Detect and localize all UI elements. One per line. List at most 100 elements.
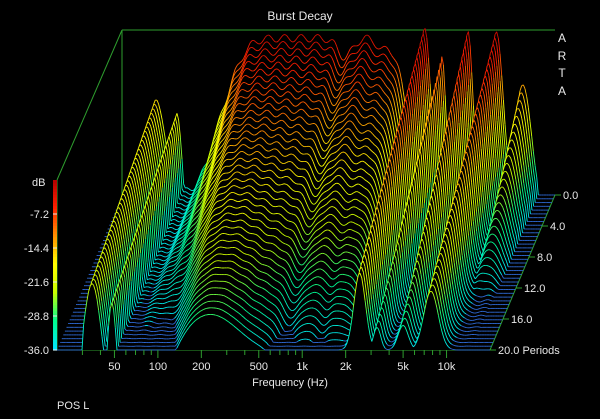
slice-segment [275,83,278,87]
slice-segment [284,113,287,116]
slice-segment [311,37,314,41]
slice-segment [375,70,378,73]
slice-segment [355,81,358,84]
slice-segment [423,34,426,44]
slice-segment [270,82,273,85]
slice-segment [325,88,328,93]
slice-segment [298,48,301,51]
slice-segment [307,86,310,89]
slice-segment [478,101,482,108]
slice-segment [269,111,272,114]
slice-segment [202,188,205,192]
slice-segment [163,128,166,140]
slice-segment [134,157,137,160]
slice-segment [173,155,177,178]
slice-segment [279,102,282,104]
slice-segment [526,134,529,148]
slice-segment [517,230,520,241]
slice-segment [384,45,388,48]
slice-segment [356,50,359,54]
slice-segment [340,83,343,87]
slice-segment [371,70,374,73]
slice-segment [428,122,432,148]
slice-segment [184,216,187,220]
slice-segment [366,63,370,68]
slice-segment [360,114,363,118]
slice-segment [365,130,368,132]
slice-segment [488,147,492,168]
slice-segment [520,159,523,172]
slice-segment [244,109,247,112]
slice-segment [155,112,158,120]
slice-segment [324,150,327,152]
slice-segment [180,193,183,197]
slice-segment [248,89,252,92]
slice-segment [258,68,261,71]
slice-segment [366,84,370,87]
slice-segment [382,161,385,169]
slice-segment [182,209,185,211]
slice-segment [436,76,440,85]
slice-segment [452,148,455,173]
slice-segment [292,146,295,148]
slice-segment [527,107,531,122]
slice-segment [498,115,501,139]
slice-segment [208,151,212,157]
slice-segment [307,123,310,125]
slice-segment [179,216,181,219]
slice-segment [490,114,493,137]
slice-segment [416,58,420,68]
slice-segment [383,110,387,113]
slice-segment [212,149,215,154]
slice-segment [236,74,240,77]
slice-segment [515,163,518,173]
slice-segment [461,60,465,73]
slice-segment [207,158,210,163]
slice-segment [264,109,267,112]
slice-segment [219,136,222,141]
slice-segment [217,143,220,148]
slice-segment [328,46,331,49]
slice-segment [201,172,205,175]
slice-segment [223,109,227,116]
slice-segment [257,120,260,123]
slice-segment [321,63,324,66]
slice-segment [355,74,358,78]
slice-segment [207,161,210,165]
slice-segment [325,48,328,51]
slice-segment [373,116,377,120]
slice-segment [424,43,428,64]
slice-segment [333,39,336,43]
slice-segment [369,37,373,42]
slice-segment [304,129,307,132]
slice-segment [254,120,257,122]
slice-segment [520,193,523,205]
slice-segment [273,68,276,71]
slice-segment [352,113,355,116]
slice-segment [293,70,296,73]
slice-segment [363,50,366,52]
slice-segment [308,88,312,91]
slice-segment [238,62,241,65]
slice-segment [372,142,375,146]
slice-segment [332,132,335,135]
slice-segment [262,78,265,81]
slice-segment [297,82,300,85]
slice-segment [250,96,253,100]
slice-segment [289,39,293,43]
slice-segment [305,94,308,97]
slice-segment [430,147,433,178]
slice-segment [373,99,376,101]
slice-segment [300,116,303,119]
slice-segment [233,93,236,97]
slice-segment [425,135,429,160]
slice-segment [421,79,425,105]
slice-segment [247,110,250,113]
slice-segment [439,77,443,107]
slice-segment [326,70,330,74]
slice-segment [276,134,279,136]
slice-segment [240,89,243,91]
slice-segment [357,89,360,93]
slice-segment [239,129,242,132]
slice-segment [292,85,295,89]
